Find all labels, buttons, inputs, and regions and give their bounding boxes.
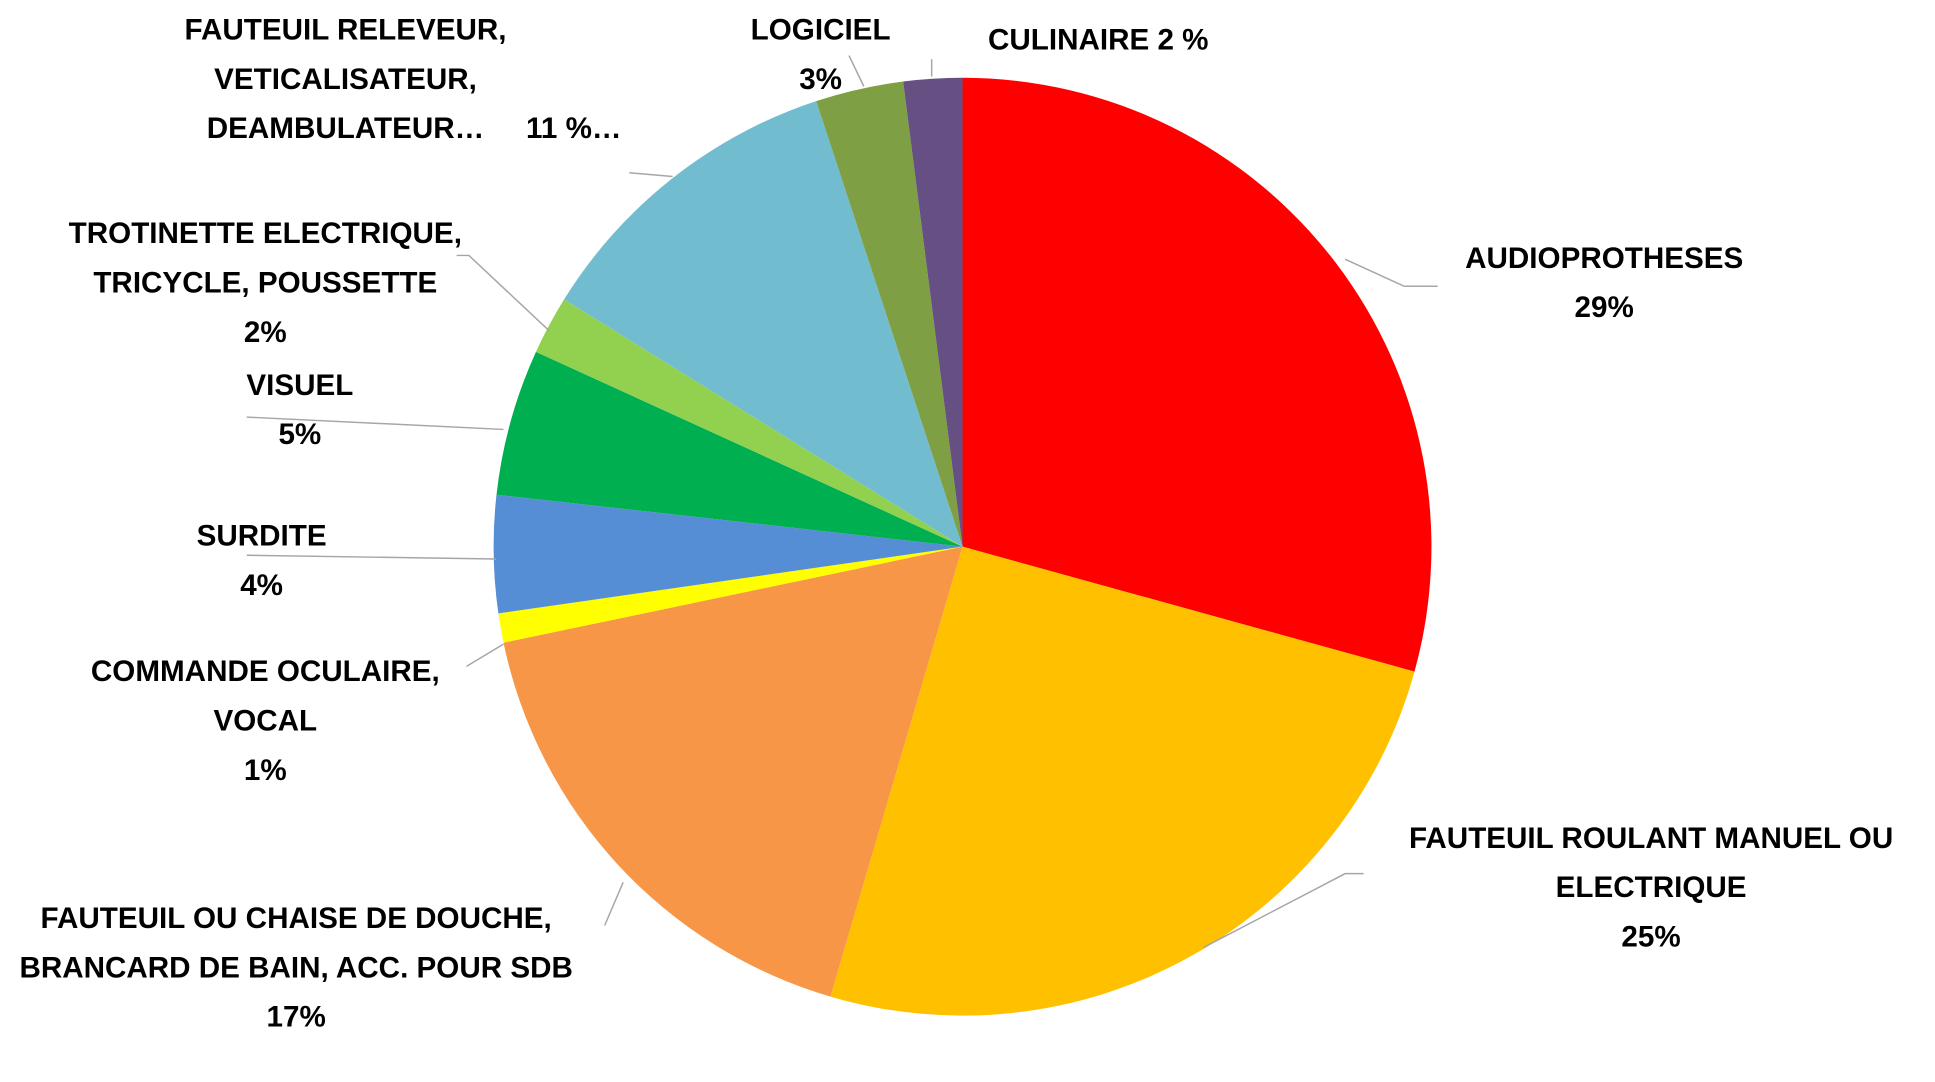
value-label: 25% — [1621, 920, 1681, 954]
value-label: 5% — [278, 418, 322, 452]
value-label: 11 %… — [526, 112, 622, 146]
slice-label: VISUEL 5% — [176, 362, 423, 461]
leader-line — [1344, 258, 1438, 288]
category-label: FAUTEUIL ROULANT MANUEL OU ELECTRIQUE — [1408, 821, 1894, 905]
slice-label: TROTINETTE ELECTRIQUE, TRICYCLE, POUSSET… — [25, 210, 506, 358]
leader-line — [456, 254, 550, 332]
slice-label: FAUTEUIL OU CHAISE DE DOUCHE, BRANCARD D… — [0, 895, 592, 1043]
slice-label: LOGICIEL 3% — [697, 6, 944, 105]
pie-slice — [564, 101, 963, 547]
category-label: FAUTEUIL OU CHAISE DE DOUCHE, BRANCARD D… — [19, 902, 573, 985]
leader-line — [629, 172, 673, 178]
pie-slice — [496, 351, 963, 547]
value-label: 4% — [240, 568, 284, 603]
leader-line — [603, 882, 624, 926]
pie-slice — [962, 77, 1432, 672]
leader-line — [1202, 872, 1364, 949]
value-label: 3% — [799, 62, 843, 97]
category-label: COMMANDE OCULAIRE, VOCAL — [90, 655, 440, 738]
leader-line — [466, 643, 504, 667]
slice-label: CULINAIRE 2 % — [950, 16, 1246, 65]
category-label: FAUTEUIL RELEVEUR, VETICALISATEUR, DEAMB… — [184, 13, 507, 146]
pie-slice — [503, 546, 963, 997]
value-label: 29% — [1574, 291, 1634, 325]
category-label: AUDIOPROTHESES — [1465, 241, 1744, 276]
pie-slice — [816, 81, 963, 547]
value-label: 17% — [266, 1000, 326, 1035]
slice-label: SURDITE 4% — [138, 512, 385, 611]
category-label: SURDITE — [196, 519, 327, 553]
pie-slice — [830, 546, 1415, 1016]
pie-slice — [498, 546, 963, 643]
slice-label: COMMANDE OCULAIRE, VOCAL 1% — [43, 648, 487, 796]
leader-line — [848, 55, 865, 87]
slices — [493, 77, 1432, 1016]
value-label: 2 % — [1157, 23, 1209, 57]
slice-label: AUDIOPROTHESES 29% — [1357, 234, 1851, 333]
category-label: LOGICIEL — [750, 13, 891, 47]
category-label: CULINAIRE — [987, 23, 1150, 57]
value-label: 2% — [243, 315, 287, 350]
slice-label: FAUTEUIL RELEVEUR, VETICALISATEUR, DEAMB… — [111, 6, 580, 154]
pie-slice — [493, 494, 963, 614]
category-label: TROTINETTE ELECTRIQUE, TRICYCLE, POUSSET… — [68, 217, 462, 300]
pie-slice — [903, 77, 963, 547]
leader-line — [246, 416, 504, 431]
pie-slice — [535, 299, 963, 547]
category-label: VISUEL — [246, 368, 354, 403]
value-label: 1% — [243, 753, 287, 788]
leader-line — [246, 554, 497, 560]
slice-label: FAUTEUIL ROULANT MANUEL OU ELECTRIQUE 25% — [1343, 814, 1935, 962]
